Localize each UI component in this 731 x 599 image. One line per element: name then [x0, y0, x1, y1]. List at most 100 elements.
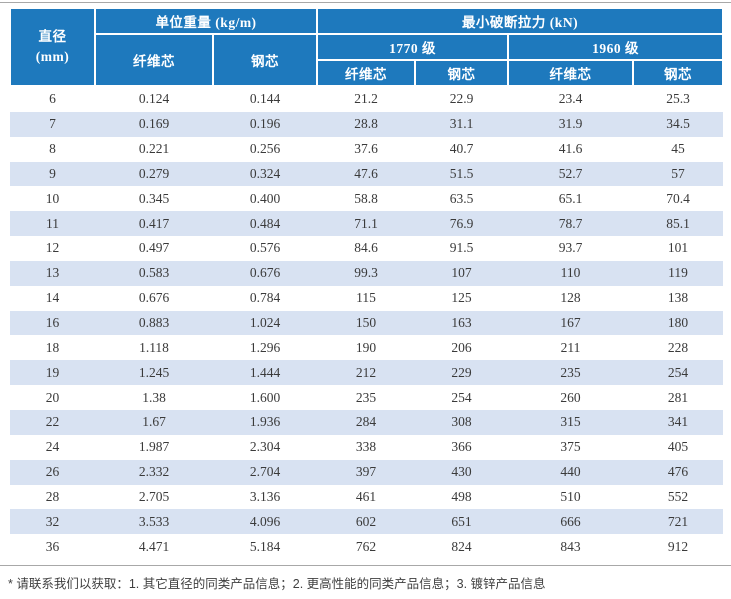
table-cell: 28 — [45, 488, 60, 504]
table-cell: 57 — [633, 161, 723, 187]
table-cell: 65.1 — [558, 190, 583, 206]
table-row: 13 0.583 0.676 99.3 107 110 119 — [10, 260, 723, 286]
table-cell: 498 — [451, 488, 472, 504]
table-cell: 11 — [10, 211, 95, 237]
table-cell: 2.332 — [95, 459, 213, 485]
table-cell: 0.484 — [213, 211, 317, 237]
table-cell: 1.118 — [139, 339, 169, 355]
table-cell: 2.704 — [213, 459, 317, 485]
table-row: 18 1.118 1.296 190 206 211 228 — [10, 335, 723, 360]
table-cell: 84.6 — [354, 240, 378, 256]
table-cell: 115 — [356, 290, 376, 306]
table-cell: 0.196 — [213, 111, 317, 137]
table-cell: 7 — [10, 111, 95, 137]
table-cell: 19 — [10, 360, 95, 386]
table-row: 11 0.417 0.484 71.1 76.9 78.7 85.1 — [10, 211, 723, 237]
header-1960-steel-core: 钢芯 — [632, 59, 724, 87]
table-row: 7 0.169 0.196 28.8 31.1 31.9 34.5 — [10, 111, 723, 137]
table-cell: 281 — [667, 389, 689, 405]
footnote: * 请联系我们以获取：1. 其它直径的同类产品信息；2. 更高性能的同类产品信息… — [8, 577, 546, 591]
table-cell: 206 — [451, 339, 472, 355]
table-cell: 0.169 — [95, 111, 213, 137]
table-cell: 34.5 — [633, 111, 723, 137]
table-row: 8 0.221 0.256 37.6 40.7 41.6 45 — [10, 137, 723, 162]
table-row: 20 1.38 1.600 235 254 260 281 — [10, 385, 723, 410]
table-cell: 211 — [560, 339, 581, 355]
table-cell: 128 — [560, 290, 581, 306]
table-cell: 1.245 — [95, 360, 213, 386]
table-cell: 254 — [633, 360, 723, 386]
table-cell: 32 — [10, 509, 95, 535]
table-cell: 110 — [508, 260, 633, 286]
table-cell: 260 — [560, 389, 581, 405]
table-cell: 22.9 — [449, 91, 474, 107]
table-cell: 235 — [355, 389, 377, 405]
table-cell: 21.2 — [354, 91, 378, 107]
header-weight-steel-core: 钢芯 — [212, 33, 318, 87]
table-row: 32 3.533 4.096 602 651 666 721 — [10, 509, 723, 535]
table-row: 14 0.676 0.784 115 125 128 138 — [10, 286, 723, 311]
table-cell: 476 — [633, 459, 723, 485]
table-cell: 510 — [560, 488, 581, 504]
table-cell: 40.7 — [449, 141, 474, 157]
table-cell: 1.600 — [249, 389, 281, 405]
table-cell: 229 — [415, 360, 508, 386]
table-cell: 0.784 — [249, 290, 281, 306]
table-cell: 13 — [10, 260, 95, 286]
table-cell: 71.1 — [317, 211, 415, 237]
table-cell: 3.533 — [95, 509, 213, 535]
table-row: 26 2.332 2.704 397 430 440 476 — [10, 459, 723, 485]
table-cell: 0.279 — [95, 161, 213, 187]
header-diameter-unit: (mm) — [35, 49, 70, 64]
header-grade-1770: 1770 级 — [316, 33, 509, 61]
table-cell: 5.184 — [249, 538, 281, 554]
table-cell: 0.221 — [138, 141, 170, 157]
header-unit-weight: 单位重量 (kg/m) — [94, 7, 318, 35]
table-cell: 78.7 — [508, 211, 633, 237]
table-row: 28 2.705 3.136 461 498 510 552 — [10, 485, 723, 510]
table-cell: 651 — [415, 509, 508, 535]
table-cell: 47.6 — [317, 161, 415, 187]
table-cell: 26 — [10, 459, 95, 485]
footnote-divider — [0, 565, 731, 566]
table-row: 24 1.987 2.304 338 366 375 405 — [10, 435, 723, 460]
table-cell: 308 — [415, 409, 508, 435]
table-cell: 101 — [667, 240, 689, 256]
table-cell: 2.304 — [249, 439, 281, 455]
table-cell: 52.7 — [508, 161, 633, 187]
table-cell: 138 — [667, 290, 689, 306]
table-cell: 0.400 — [249, 190, 281, 206]
table-cell: 4.471 — [138, 538, 170, 554]
table-cell: 0.144 — [249, 91, 281, 107]
table-cell: 6 — [49, 91, 56, 107]
table-cell: 430 — [415, 459, 508, 485]
table-cell: 36 — [45, 538, 60, 554]
header-1770-fiber-core: 纤维芯 — [316, 59, 416, 87]
table-row: 10 0.345 0.400 58.8 63.5 65.1 70.4 — [10, 186, 723, 211]
table-cell: 762 — [355, 538, 377, 554]
table-cell: 0.345 — [138, 190, 170, 206]
table-cell: 0.676 — [213, 260, 317, 286]
table-cell: 150 — [317, 310, 415, 336]
table-cell: 0.883 — [95, 310, 213, 336]
table-cell: 440 — [508, 459, 633, 485]
table-cell: 912 — [667, 538, 689, 554]
table-row: 22 1.67 1.936 284 308 315 341 — [10, 409, 723, 435]
table-cell: 119 — [633, 260, 723, 286]
table-cell: 45 — [671, 141, 685, 157]
table-cell: 1.67 — [95, 409, 213, 435]
table-cell: 1.296 — [249, 339, 281, 355]
table-cell: 254 — [451, 389, 472, 405]
table-cell: 341 — [633, 409, 723, 435]
table-cell: 24 — [45, 439, 60, 455]
table-cell: 16 — [10, 310, 95, 336]
table-cell: 602 — [317, 509, 415, 535]
table-cell: 0.576 — [249, 240, 281, 256]
header-1770-steel-core: 钢芯 — [414, 59, 509, 87]
table-cell: 1.987 — [138, 439, 170, 455]
table-cell: 25.3 — [666, 91, 690, 107]
table-cell: 167 — [508, 310, 633, 336]
table-cell: 22 — [10, 409, 95, 435]
table-cell: 31.1 — [415, 111, 508, 137]
